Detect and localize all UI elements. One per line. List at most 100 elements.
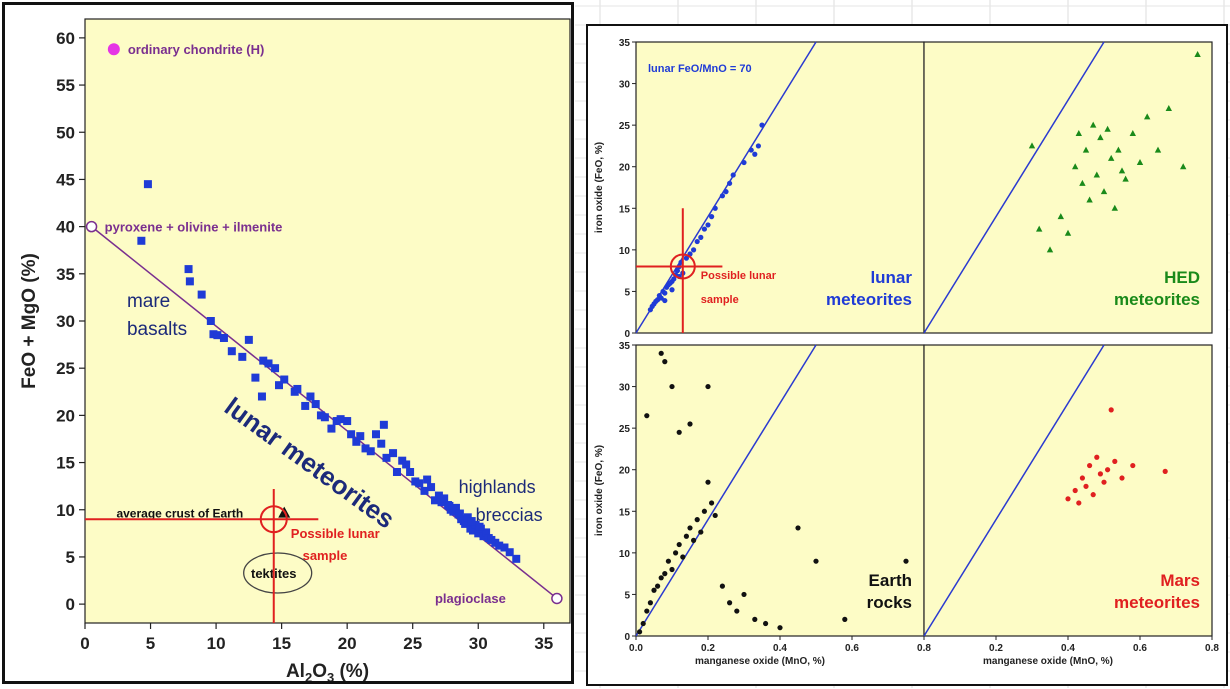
right-chart-frame: 0 5 10 15 20 25 30 35 iron oxide (FeO, %) lunar me…: [586, 24, 1228, 686]
x-tick-label: 25: [403, 634, 422, 653]
data-point: [691, 247, 697, 253]
data-point: [184, 265, 193, 274]
data-point: [752, 616, 758, 622]
data-point: [669, 287, 675, 293]
data-point: [705, 479, 711, 485]
chondrite-point: [107, 43, 120, 56]
data-point: [1122, 175, 1129, 182]
data-point: [311, 400, 320, 409]
x-tick-label: 0.2: [989, 643, 1003, 654]
data-point: [1083, 483, 1089, 489]
y-tick-label: 10: [619, 246, 631, 257]
data-point: [669, 566, 675, 573]
data-point: [759, 122, 765, 128]
panel-earth: [635, 344, 925, 637]
y-tick-label: 15: [619, 507, 631, 518]
data-point: [185, 277, 194, 286]
data-point: [676, 429, 682, 435]
y-tick-label: 35: [56, 265, 75, 284]
y-tick-label: 5: [624, 590, 630, 601]
data-point: [647, 600, 653, 606]
x-tick-label: 30: [469, 634, 488, 653]
data-point: [712, 205, 718, 211]
x-tick-label: 0.8: [1205, 643, 1219, 654]
data-point: [1064, 229, 1072, 236]
data-point: [137, 236, 146, 245]
data-point: [752, 151, 758, 157]
data-point: [336, 415, 345, 424]
data-point: [698, 529, 704, 535]
data-point: [343, 417, 352, 426]
data-point: [382, 453, 391, 462]
data-point: [500, 543, 509, 552]
data-point: [1104, 125, 1111, 132]
data-point: [372, 430, 380, 439]
data-point: [644, 413, 650, 419]
data-point: [671, 276, 677, 282]
data-point: [1144, 113, 1151, 120]
y-tick-label: 20: [619, 163, 631, 174]
data-point: [1086, 196, 1093, 203]
y-tick-label: 20: [619, 466, 631, 477]
data-point: [1090, 492, 1096, 498]
data-point: [1075, 129, 1082, 136]
data-point: [356, 432, 365, 441]
data-point: [1115, 146, 1122, 153]
data-point: [1119, 475, 1125, 481]
data-point: [1105, 467, 1111, 473]
y-axis-label: iron oxide (FeO, %): [594, 445, 605, 536]
data-point: [813, 558, 819, 564]
possible-sample-circle: [669, 253, 696, 280]
pyroxene-endmember-marker: [85, 220, 98, 233]
data-point: [306, 392, 315, 401]
panel-label: lunar: [870, 268, 912, 287]
data-point: [1129, 129, 1136, 136]
data-point: [143, 180, 152, 189]
plagioclase-endmember-marker: [551, 592, 563, 605]
data-point: [389, 449, 398, 458]
data-point: [734, 608, 740, 614]
breccias-label: breccias: [476, 505, 543, 525]
panel-label: meteorites: [1114, 593, 1200, 612]
data-point: [440, 494, 449, 503]
data-point: [674, 268, 680, 274]
data-point: [748, 147, 754, 153]
y-tick-label: 25: [619, 424, 631, 435]
data-point: [1028, 142, 1036, 149]
data-point: [694, 238, 700, 245]
data-point: [264, 359, 273, 368]
data-point: [705, 383, 711, 390]
data-point: [1154, 146, 1162, 153]
data-point: [1112, 458, 1118, 464]
data-point: [505, 548, 514, 557]
chondrite-label: ordinary chondrite (H): [128, 42, 265, 57]
mare-label: mare: [127, 291, 170, 312]
data-point: [469, 526, 477, 535]
y-tick-label: 15: [619, 204, 631, 215]
data-point: [227, 347, 236, 356]
data-point: [197, 290, 206, 299]
data-point: [658, 575, 664, 581]
data-point: [687, 525, 693, 531]
data-point: [662, 297, 668, 304]
data-point: [637, 629, 643, 635]
x-axis-label: Al2O3 (%): [286, 661, 369, 681]
data-point: [1136, 159, 1144, 166]
y-tick-label: 40: [56, 218, 75, 237]
data-point: [1072, 487, 1078, 494]
data-point: [251, 373, 260, 382]
data-point: [244, 335, 253, 344]
x-tick-label: 0.6: [845, 643, 859, 654]
x-tick-label: 0: [80, 634, 89, 653]
data-point: [259, 356, 268, 365]
y-tick-label: 10: [56, 501, 75, 520]
left-chart-frame: 0 5 10 15 20 25 30 35 40 45 50 55 60 0 5 10 15 20 25 30 35 Fe…: [2, 2, 574, 685]
panel-label: meteorites: [826, 290, 912, 309]
data-point: [1180, 163, 1187, 170]
data-point: [694, 517, 700, 523]
y-tick-label: 5: [66, 548, 75, 567]
data-point: [662, 290, 668, 296]
data-point: [271, 364, 280, 373]
data-point: [1076, 500, 1082, 506]
y-tick-label: 0: [624, 632, 630, 643]
